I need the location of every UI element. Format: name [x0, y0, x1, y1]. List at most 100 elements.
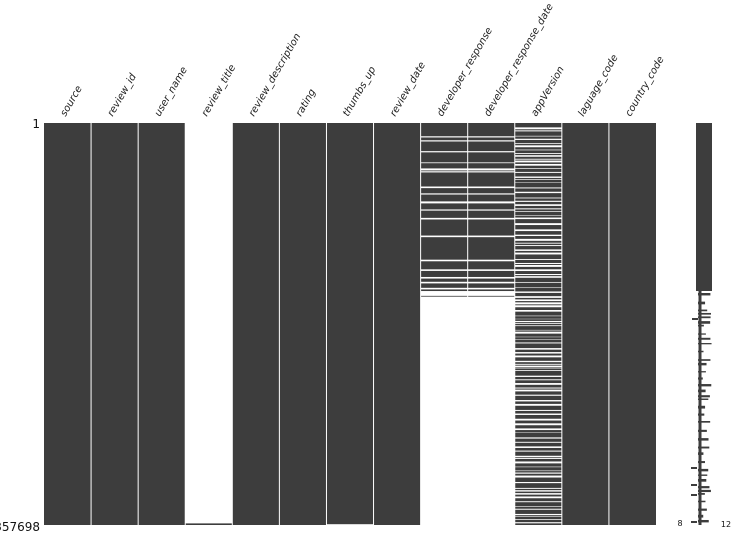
sparkline-tick	[698, 500, 706, 503]
present-segment	[467, 219, 515, 236]
sparkline-tick	[698, 446, 710, 449]
present-segment	[514, 168, 562, 172]
present-segment	[514, 401, 562, 404]
row-label-bottom: 357698	[0, 520, 40, 534]
row-label-top: 1	[32, 117, 40, 131]
present-segment	[514, 349, 562, 353]
present-segment	[420, 141, 468, 152]
present-segment	[514, 506, 562, 509]
present-segment	[514, 156, 562, 159]
present-segment	[514, 219, 562, 224]
present-segment	[514, 292, 562, 297]
present-segment	[514, 131, 562, 136]
present-segment	[514, 516, 562, 520]
present-segment	[514, 488, 562, 491]
present-segment	[420, 295, 468, 297]
matrix-column-developer-response-date	[467, 123, 515, 297]
present-segment	[514, 198, 562, 201]
present-segment	[467, 261, 515, 270]
matrix-column-review-description	[232, 123, 280, 525]
present-segment	[514, 333, 562, 337]
present-segment	[514, 304, 562, 306]
sparkline-tick	[698, 514, 704, 518]
present-segment	[467, 237, 515, 260]
present-segment	[420, 194, 468, 202]
sparkline-tick	[698, 316, 711, 319]
present-segment	[514, 231, 562, 235]
present-segment	[232, 123, 280, 525]
present-segment	[467, 270, 515, 277]
matrix-column-developer-response	[420, 123, 468, 297]
sparkline-tick	[698, 350, 704, 353]
present-segment	[514, 438, 562, 442]
column-label-appVersion: appVersion	[529, 65, 566, 119]
present-segment	[420, 152, 468, 163]
present-segment	[514, 144, 562, 146]
present-segment	[514, 311, 562, 316]
present-segment	[514, 425, 562, 429]
present-segment	[514, 458, 562, 462]
sparkline-tick	[698, 474, 708, 476]
present-segment	[514, 477, 562, 482]
present-segment	[514, 388, 562, 390]
column-label-user-name: user_name	[153, 65, 190, 118]
sparkline-tick	[698, 384, 712, 387]
present-segment	[420, 163, 468, 169]
matrix-column-appVersion	[514, 123, 562, 525]
present-segment	[514, 367, 562, 369]
present-segment	[514, 254, 562, 260]
matrix-area	[44, 123, 656, 525]
present-segment	[514, 297, 562, 300]
present-segment	[514, 330, 562, 332]
present-segment	[608, 123, 656, 525]
present-segment	[420, 172, 468, 187]
present-segment	[514, 384, 562, 388]
sparkline-minimum-mark	[691, 521, 697, 523]
present-segment	[467, 137, 515, 141]
present-segment	[561, 123, 609, 525]
sparkline-tick	[698, 337, 711, 340]
present-segment	[514, 243, 562, 246]
present-segment	[514, 246, 562, 250]
present-segment	[514, 420, 562, 424]
matrix-column-country-code	[608, 123, 656, 525]
sparkline-tick	[698, 493, 705, 495]
present-segment	[420, 188, 468, 194]
sparkline-fill	[696, 123, 712, 291]
sparkline-min-label: 8	[677, 519, 682, 528]
present-segment	[420, 210, 468, 218]
present-segment	[467, 210, 515, 218]
present-segment	[514, 326, 562, 330]
present-segment	[420, 270, 468, 277]
sparkline-tick	[698, 438, 709, 441]
present-segment	[420, 170, 468, 172]
sparkline-tick	[698, 309, 708, 312]
present-segment	[514, 451, 562, 456]
present-segment	[44, 123, 92, 525]
sparkline-tick	[698, 362, 707, 366]
sparkline-minimum-mark	[691, 484, 697, 486]
sparkline-tick	[698, 301, 706, 305]
matrix-column-rating	[279, 123, 327, 525]
matrix-column-laguage-code	[561, 123, 609, 525]
present-segment	[467, 278, 515, 282]
present-segment	[138, 123, 186, 525]
present-segment	[514, 430, 562, 433]
matrix-column-source	[44, 123, 92, 525]
sparkline-minimum-mark	[692, 318, 698, 320]
matrix-column-user-name	[138, 123, 186, 525]
sparkline-tick	[698, 398, 709, 400]
present-segment	[467, 203, 515, 210]
present-segment	[514, 275, 562, 277]
present-segment	[514, 414, 562, 419]
present-segment	[514, 494, 562, 497]
present-segment	[514, 432, 562, 438]
present-segment	[514, 368, 562, 371]
present-segment	[326, 123, 374, 525]
present-segment	[514, 343, 562, 349]
sparkline-tick	[698, 333, 706, 335]
present-segment	[514, 515, 562, 517]
present-segment	[514, 159, 562, 161]
column-label-review-title: review_title	[200, 63, 238, 119]
